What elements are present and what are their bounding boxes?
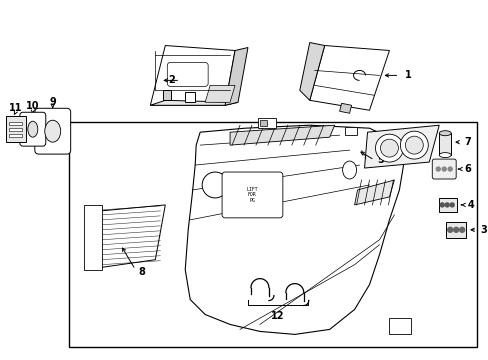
Bar (446, 222, 465, 238)
Text: 4: 4 (466, 200, 473, 210)
Polygon shape (229, 125, 334, 145)
Circle shape (449, 203, 453, 207)
Bar (258, 118, 275, 128)
Bar (6, 116, 26, 142)
Polygon shape (339, 103, 351, 113)
Text: 11: 11 (9, 103, 22, 113)
FancyBboxPatch shape (431, 159, 455, 179)
Text: 12: 12 (270, 311, 284, 321)
Circle shape (380, 139, 398, 157)
Text: 3: 3 (479, 225, 486, 235)
Circle shape (202, 172, 227, 198)
Polygon shape (224, 48, 247, 105)
Circle shape (375, 134, 403, 162)
Ellipse shape (28, 121, 38, 137)
Polygon shape (150, 100, 238, 105)
Bar (9, 122, 22, 125)
FancyBboxPatch shape (222, 172, 282, 218)
Polygon shape (185, 92, 195, 102)
Ellipse shape (438, 131, 450, 136)
Ellipse shape (342, 161, 356, 179)
Polygon shape (299, 42, 324, 100)
FancyBboxPatch shape (20, 112, 46, 146)
Ellipse shape (45, 120, 61, 142)
Circle shape (439, 203, 443, 207)
Bar (260, 120, 266, 126)
Bar (344, 127, 356, 135)
Circle shape (444, 203, 448, 207)
Bar (388, 319, 410, 334)
Text: 10: 10 (26, 101, 40, 111)
Circle shape (447, 227, 452, 232)
Polygon shape (364, 125, 438, 168)
Text: 2: 2 (168, 75, 175, 85)
Text: 7: 7 (463, 137, 470, 147)
Circle shape (400, 131, 427, 159)
FancyBboxPatch shape (35, 108, 71, 154)
Ellipse shape (438, 153, 450, 158)
Polygon shape (163, 90, 171, 100)
Circle shape (441, 167, 446, 171)
Text: 9: 9 (49, 97, 56, 107)
Text: 5: 5 (377, 155, 384, 165)
Circle shape (435, 167, 439, 171)
Text: 6: 6 (463, 164, 470, 174)
Polygon shape (185, 125, 404, 334)
Bar (83, 205, 102, 270)
Text: 1: 1 (405, 71, 411, 80)
Circle shape (405, 136, 423, 154)
Bar (438, 133, 450, 155)
Polygon shape (205, 85, 235, 102)
Circle shape (447, 167, 451, 171)
Bar (9, 128, 22, 131)
Text: 8: 8 (138, 267, 145, 276)
Circle shape (453, 227, 458, 232)
Polygon shape (150, 45, 235, 105)
Bar (438, 198, 456, 212)
Polygon shape (85, 205, 165, 270)
Polygon shape (354, 180, 394, 205)
Polygon shape (309, 45, 388, 110)
Text: LIFT
FOR
PG: LIFT FOR PG (246, 186, 257, 203)
Bar (9, 134, 22, 137)
FancyBboxPatch shape (167, 62, 208, 86)
Circle shape (459, 227, 464, 232)
Bar (68, 122, 476, 347)
